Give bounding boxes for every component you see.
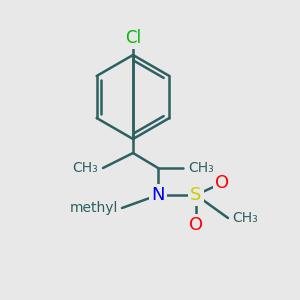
Text: CH₃: CH₃ (188, 161, 214, 175)
Text: methyl: methyl (70, 201, 118, 215)
Text: Cl: Cl (125, 29, 141, 47)
Text: O: O (215, 174, 229, 192)
Text: N: N (151, 186, 165, 204)
Text: CH₃: CH₃ (232, 211, 258, 225)
Text: S: S (190, 186, 202, 204)
Text: CH₃: CH₃ (72, 161, 98, 175)
Text: O: O (189, 216, 203, 234)
